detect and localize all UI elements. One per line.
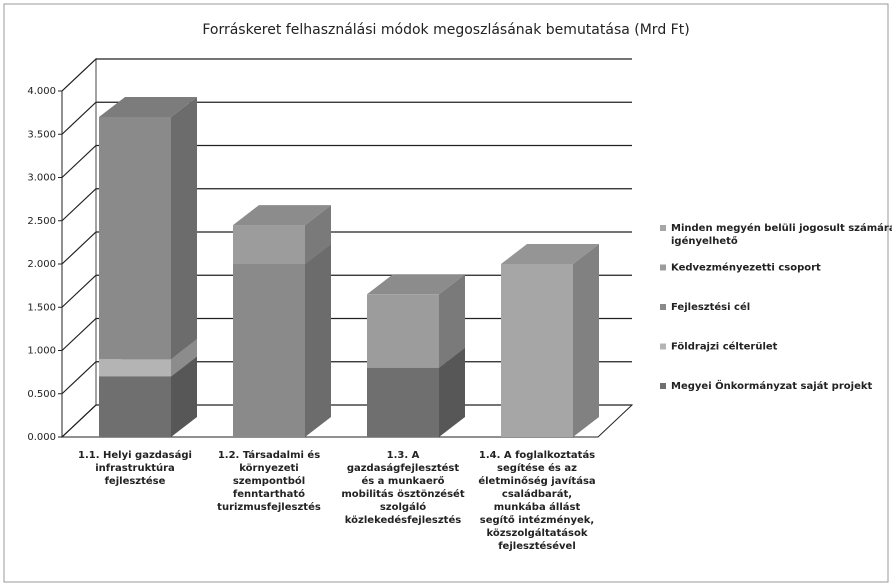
grid-line: [61, 101, 632, 135]
grid-line: [61, 188, 632, 222]
bar-segment: [99, 116, 171, 360]
legend-label: Kedvezményezetti csoport: [671, 262, 821, 274]
grid-line: [61, 231, 632, 265]
bar-segment-side: [305, 244, 331, 437]
bar-segment-side: [171, 356, 197, 437]
bar-segment-side: [171, 339, 197, 377]
legend-swatch: [660, 225, 666, 231]
y-tick-label: 0.000: [27, 432, 56, 443]
x-tick-label: 1.2. Társadalmi és környezeti szempontbó…: [217, 450, 321, 513]
y-tick-label: 0.500: [27, 389, 56, 400]
bar-segment-top: [367, 274, 465, 295]
bar-segment: [233, 264, 305, 437]
bar-segment: [99, 359, 171, 377]
bar-segment: [367, 367, 439, 437]
bar-segment-side: [439, 347, 465, 437]
x-tick-label: 1.4. A foglalkoztatás segítése és az éle…: [478, 450, 596, 552]
grid-line: [61, 144, 632, 178]
bar-segment-side: [305, 205, 331, 264]
bar-segment-side: [573, 244, 599, 437]
legend-label: Megyei Önkormányzat saját projekt: [671, 378, 872, 392]
legend-swatch: [660, 343, 666, 350]
y-tick-label: 3.500: [27, 129, 56, 140]
bar-segment: [501, 264, 573, 437]
y-tick-label: 4.000: [27, 86, 56, 97]
y-tick-label: 1.000: [27, 346, 56, 357]
bar-segment-top: [99, 96, 197, 117]
bar-segment: [233, 225, 305, 264]
bar-segment-top: [501, 244, 599, 264]
chart-title: Forráskeret felhasználási módok megoszlá…: [202, 22, 689, 38]
legend-label: Minden megyén belüli jogosult számára igé…: [671, 222, 892, 247]
y-tick-label: 2.000: [27, 259, 56, 270]
legend-swatch: [660, 304, 666, 310]
bar-segment-side: [439, 274, 465, 368]
legend-label: Fejlesztési cél: [671, 301, 750, 313]
y-tick-label: 2.500: [27, 216, 56, 227]
legend-label: Földrajzi célterület: [671, 341, 778, 353]
y-tick-label: 1.500: [27, 302, 56, 313]
x-tick-label: 1.3. A gazdaságfejlesztést és a munkaerő…: [341, 450, 465, 526]
grid-line: [61, 58, 632, 92]
bar-segment: [367, 294, 439, 368]
bar-segment-side: [171, 96, 197, 360]
bar-segment-top: [233, 205, 331, 226]
y-tick-label: 3.000: [27, 173, 56, 184]
legend-swatch: [660, 264, 666, 271]
legend-swatch: [660, 383, 666, 389]
bar-segment: [99, 376, 171, 437]
x-tick-label: 1.1. Helyi gazdasági infrastruktúra fejl…: [78, 450, 192, 487]
